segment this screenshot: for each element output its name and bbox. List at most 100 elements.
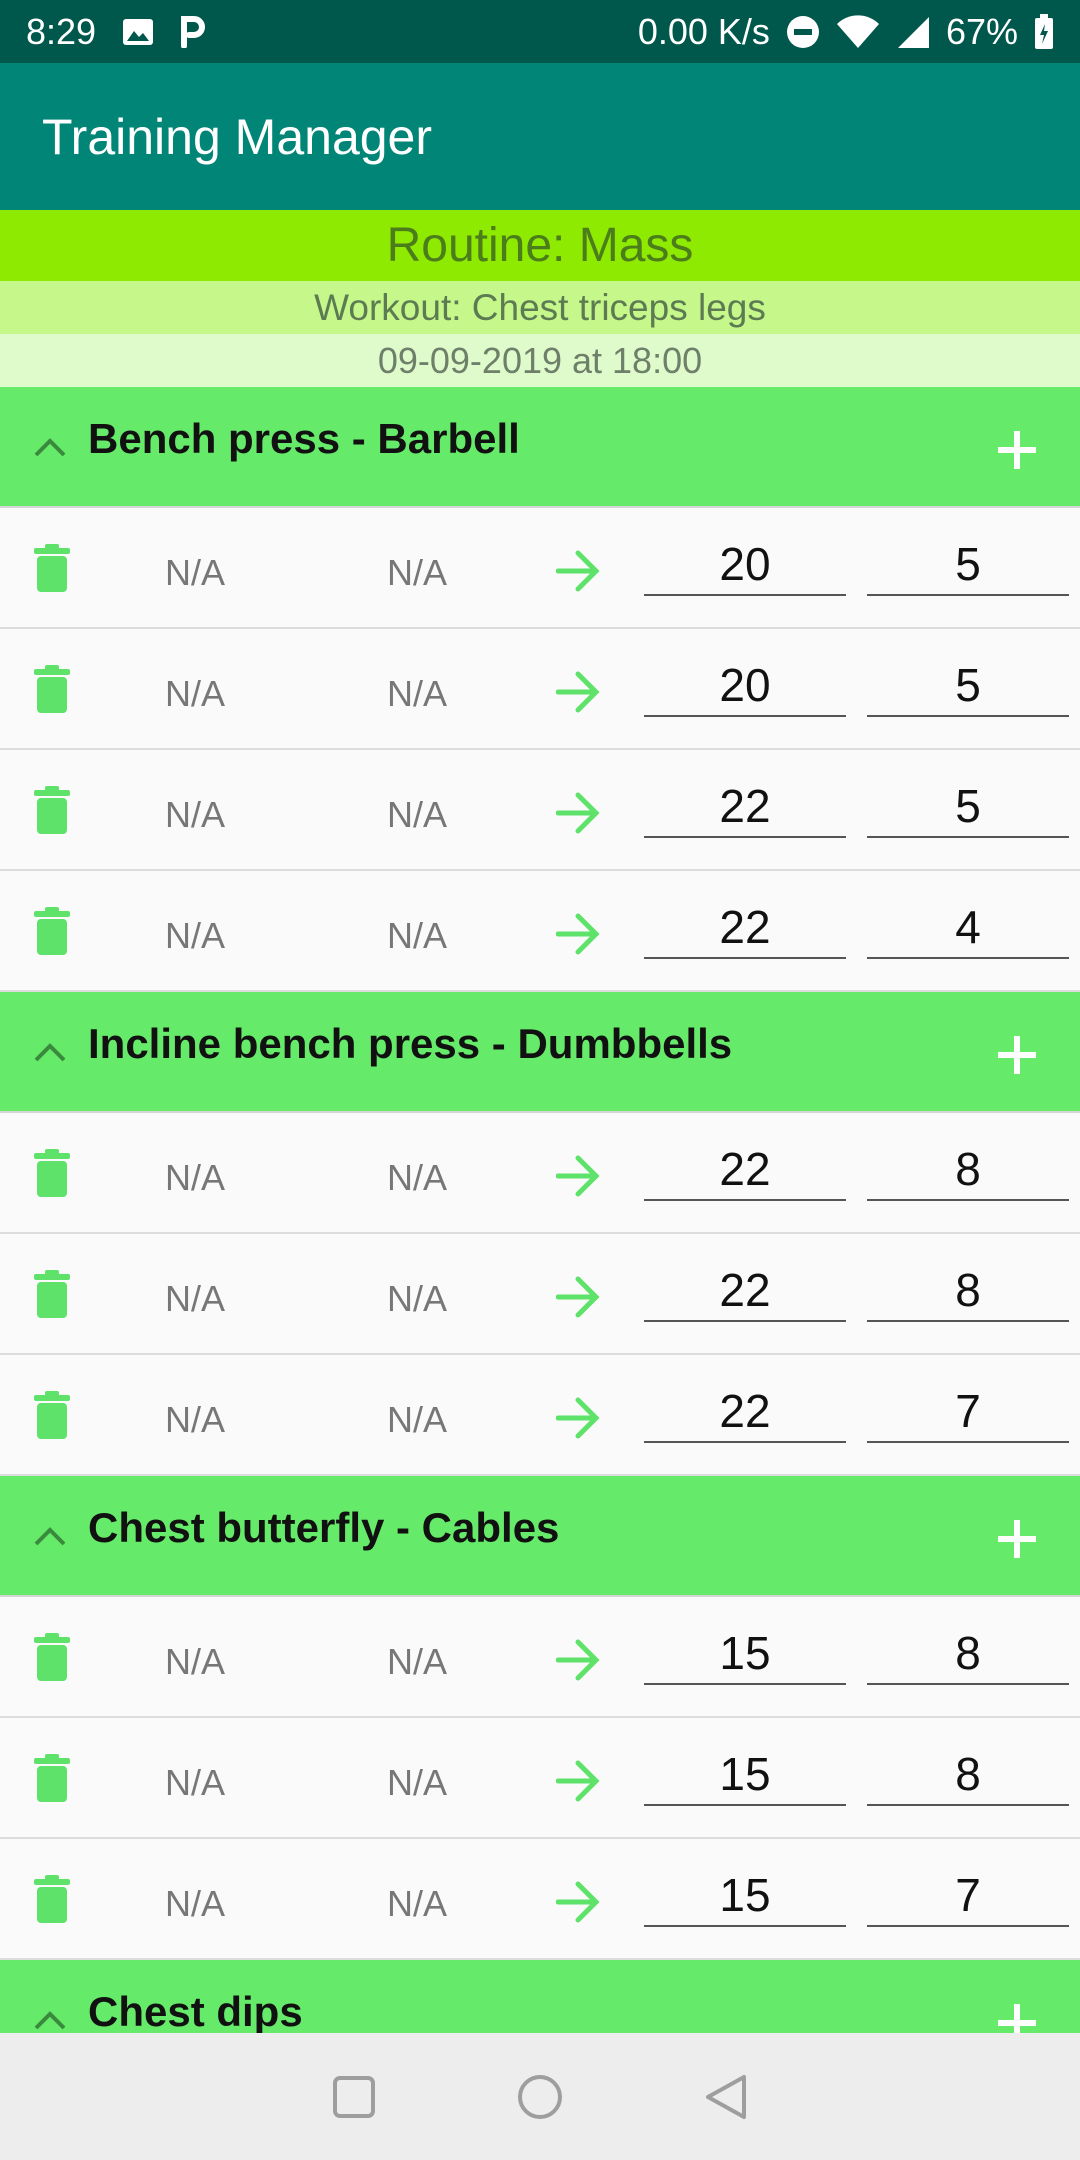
arrow-right-icon[interactable] [555, 1639, 602, 1681]
arrow-right-icon[interactable] [555, 913, 602, 955]
previous-weight: N/A [164, 1157, 225, 1198]
wifi-icon [836, 14, 880, 49]
previous-reps: N/A [386, 1278, 447, 1319]
reps-input[interactable]: 8 [867, 1260, 1069, 1322]
p-icon [180, 15, 206, 48]
previous-reps: N/A [386, 1641, 447, 1682]
previous-weight: N/A [164, 1278, 225, 1319]
previous-reps: N/A [386, 552, 447, 593]
signal-icon [896, 15, 930, 49]
add-set-icon[interactable] [996, 429, 1038, 471]
chevron-up-icon[interactable] [30, 1036, 70, 1066]
weight-input[interactable]: 15 [644, 1744, 846, 1806]
trash-icon[interactable] [34, 665, 70, 713]
trash-icon[interactable] [34, 786, 70, 834]
previous-weight: N/A [164, 915, 225, 956]
trash-icon[interactable] [34, 1633, 70, 1681]
dnd-icon [786, 15, 820, 49]
arrow-right-icon[interactable] [555, 1397, 602, 1439]
arrow-right-icon[interactable] [555, 671, 602, 713]
weight-input[interactable]: 20 [644, 534, 846, 596]
reps-input[interactable]: 4 [867, 897, 1069, 959]
previous-weight: N/A [164, 1399, 225, 1440]
set-row: N/A N/A 15 7 [0, 1839, 1080, 1960]
routine-label: Routine: Mass [0, 210, 1080, 281]
set-row: N/A N/A 22 4 [0, 871, 1080, 992]
arrow-right-icon[interactable] [555, 1276, 602, 1318]
weight-input[interactable]: 15 [644, 1623, 846, 1685]
trash-icon[interactable] [34, 1270, 70, 1318]
add-set-icon[interactable] [996, 1034, 1038, 1076]
exercise-header[interactable]: Bench press - Barbell [0, 387, 1080, 508]
trash-icon[interactable] [34, 907, 70, 955]
arrow-right-icon[interactable] [555, 792, 602, 834]
trash-icon[interactable] [34, 1391, 70, 1439]
previous-weight: N/A [164, 1883, 225, 1924]
set-row: N/A N/A 22 5 [0, 750, 1080, 871]
trash-icon[interactable] [34, 1754, 70, 1802]
set-row: N/A N/A 22 8 [0, 1234, 1080, 1355]
reps-input[interactable]: 5 [867, 776, 1069, 838]
previous-reps: N/A [386, 1399, 447, 1440]
battery-icon [1034, 13, 1054, 50]
previous-reps: N/A [386, 1157, 447, 1198]
exercise-name: Incline bench press - Dumbbells [88, 1020, 733, 1067]
chevron-up-icon[interactable] [30, 2004, 70, 2033]
previous-reps: N/A [386, 673, 447, 714]
arrow-right-icon[interactable] [555, 550, 602, 592]
status-bar: 8:29 0.00 K/s 67% [0, 0, 1080, 63]
set-row: N/A N/A 22 8 [0, 1113, 1080, 1234]
add-set-icon[interactable] [996, 1518, 1038, 1560]
chevron-up-icon[interactable] [30, 1520, 70, 1550]
weight-input[interactable]: 22 [644, 1139, 846, 1201]
set-row: N/A N/A 20 5 [0, 629, 1080, 750]
weight-input[interactable]: 22 [644, 776, 846, 838]
weight-input[interactable]: 22 [644, 1381, 846, 1443]
arrow-right-icon[interactable] [555, 1760, 602, 1802]
previous-weight: N/A [164, 552, 225, 593]
trash-icon[interactable] [34, 1875, 70, 1923]
previous-weight: N/A [164, 1641, 225, 1682]
home-button[interactable] [512, 2069, 568, 2125]
reps-input[interactable]: 8 [867, 1139, 1069, 1201]
status-time: 8:29 [26, 10, 97, 52]
recents-button[interactable] [326, 2069, 382, 2125]
weight-input[interactable]: 22 [644, 897, 846, 959]
reps-input[interactable]: 5 [867, 655, 1069, 717]
network-speed: 0.00 K/s [637, 10, 770, 52]
navigation-bar [0, 2033, 1080, 2160]
arrow-right-icon[interactable] [555, 1881, 602, 1923]
arrow-right-icon[interactable] [555, 1155, 602, 1197]
chevron-up-icon[interactable] [30, 431, 70, 461]
previous-weight: N/A [164, 1762, 225, 1803]
previous-reps: N/A [386, 1883, 447, 1924]
add-set-icon[interactable] [996, 2002, 1038, 2033]
back-button[interactable] [698, 2069, 754, 2125]
trash-icon[interactable] [34, 1149, 70, 1197]
exercise-header[interactable]: Incline bench press - Dumbbells [0, 992, 1080, 1113]
image-icon [122, 18, 154, 46]
app-bar: Training Manager [0, 63, 1080, 210]
reps-input[interactable]: 7 [867, 1381, 1069, 1443]
exercise-list[interactable]: Bench press - Barbell N/A N/A 20 5 N/A N/A 20 5 N… [0, 387, 1080, 2033]
set-row: N/A N/A 15 8 [0, 1597, 1080, 1718]
workout-label: Workout: Chest triceps legs [0, 281, 1080, 334]
reps-input[interactable]: 8 [867, 1623, 1069, 1685]
exercise-name: Bench press - Barbell [88, 415, 520, 462]
weight-input[interactable]: 15 [644, 1865, 846, 1927]
reps-input[interactable]: 5 [867, 534, 1069, 596]
weight-input[interactable]: 22 [644, 1260, 846, 1322]
triangle-back-icon [706, 2074, 746, 2119]
trash-icon[interactable] [34, 544, 70, 592]
exercise-name: Chest butterfly - Cables [88, 1504, 560, 1551]
set-row: N/A N/A 20 5 [0, 508, 1080, 629]
exercise-name: Chest dips [88, 1988, 303, 2033]
weight-input[interactable]: 20 [644, 655, 846, 717]
circle-icon [518, 2074, 562, 2119]
exercise-header[interactable]: Chest butterfly - Cables [0, 1476, 1080, 1597]
reps-input[interactable]: 7 [867, 1865, 1069, 1927]
exercise-header[interactable]: Chest dips [0, 1960, 1080, 2033]
previous-weight: N/A [164, 673, 225, 714]
battery-level: 67% [945, 10, 1018, 52]
reps-input[interactable]: 8 [867, 1744, 1069, 1806]
